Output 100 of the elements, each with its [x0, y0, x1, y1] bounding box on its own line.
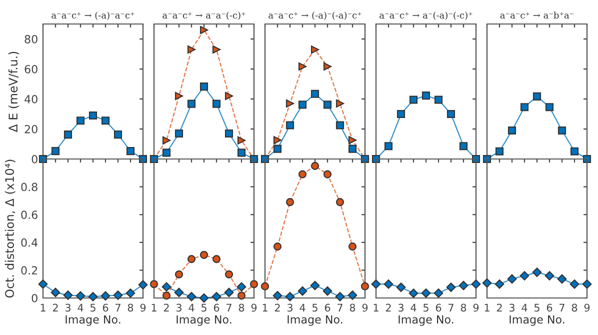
- point: [582, 279, 592, 289]
- point: [336, 121, 344, 130]
- point: [434, 96, 443, 104]
- chart-title: a⁻a⁻c⁺ → (-a)⁻a⁻c⁺: [52, 12, 134, 20]
- point: [88, 292, 98, 302]
- point: [396, 110, 406, 118]
- x-tick-label: 9: [251, 304, 257, 312]
- point: [224, 92, 234, 100]
- x-tick-label: 4: [188, 304, 194, 312]
- point: [162, 136, 171, 144]
- point: [336, 99, 344, 108]
- point: [458, 280, 468, 290]
- x-tick-label: 4: [78, 304, 84, 312]
- x-tick-label: 3: [65, 304, 70, 312]
- point: [335, 292, 345, 302]
- point: [187, 100, 196, 108]
- x-tick-label: 4: [410, 304, 416, 312]
- point: [114, 130, 122, 139]
- y-tick-label: 40: [24, 94, 38, 104]
- x-tick-label: 8: [128, 304, 134, 312]
- point: [212, 292, 222, 302]
- y-tick-label: 0.2: [21, 266, 38, 275]
- point: [150, 280, 158, 288]
- point: [101, 116, 110, 125]
- x-tick-label: 6: [102, 304, 108, 312]
- point: [557, 274, 567, 284]
- y-tick-label: 20: [24, 124, 38, 134]
- point: [482, 154, 492, 164]
- x-tick-label: 7: [448, 304, 454, 312]
- x-tick-label: 7: [226, 304, 232, 312]
- y-axis-title: Δ E (meV/f.u.): [8, 52, 19, 132]
- x-tick-label: 9: [140, 304, 146, 312]
- x-tick-label: 9: [473, 304, 479, 312]
- x-tick-label: 6: [324, 304, 330, 312]
- chart-title: a⁻a⁻c⁺ → a⁻a⁻(-c)⁺: [162, 12, 246, 20]
- point: [250, 280, 258, 288]
- x-tick-label: 5: [423, 304, 428, 312]
- point: [348, 242, 357, 251]
- point: [558, 126, 566, 135]
- x-tick-label: 8: [238, 304, 244, 312]
- point: [544, 271, 554, 280]
- point: [323, 170, 332, 178]
- point: [570, 279, 580, 289]
- point: [408, 288, 418, 298]
- y-tick-label: 60: [24, 64, 38, 74]
- point: [113, 290, 123, 300]
- x-tick-label: 7: [338, 304, 342, 312]
- point: [286, 198, 294, 206]
- point: [273, 242, 282, 251]
- point: [50, 288, 60, 298]
- y-axis-title: Oct. distortion, Δ (x10⁴): [4, 160, 16, 298]
- point: [237, 148, 246, 157]
- point: [372, 154, 380, 164]
- point: [298, 100, 307, 109]
- point: [51, 147, 60, 156]
- x-tick-label: 6: [546, 304, 552, 312]
- x-tick-label: 5: [312, 304, 318, 312]
- point: [310, 162, 320, 170]
- point: [348, 136, 357, 144]
- point: [508, 126, 516, 135]
- chart-title: a⁻a⁻c⁺ → (-a)⁻(-a)⁻c⁺: [268, 12, 362, 20]
- chart-title: a⁻a⁻c⁺ → a⁻b⁺a⁻: [500, 12, 574, 19]
- point: [38, 154, 48, 164]
- point: [459, 142, 468, 150]
- point: [471, 279, 481, 289]
- point: [348, 144, 357, 153]
- point: [186, 292, 196, 302]
- x-tick-label: 2: [386, 304, 391, 312]
- y-tick-label: 0: [32, 294, 38, 302]
- point: [520, 103, 529, 112]
- x-tick-label: 1: [152, 304, 156, 312]
- x-tick-label: 8: [572, 304, 578, 312]
- x-tick-label: 3: [176, 304, 182, 312]
- x-tick-label: 2: [274, 304, 280, 312]
- point: [88, 111, 98, 120]
- x-tick-label: 2: [164, 304, 169, 312]
- point: [237, 292, 246, 300]
- point: [298, 170, 307, 178]
- point: [409, 96, 418, 104]
- point: [162, 148, 171, 157]
- x-axis-title: Image No.: [176, 315, 232, 326]
- x-tick-label: 8: [350, 304, 356, 312]
- point: [64, 130, 72, 139]
- x-tick-label: 7: [560, 304, 564, 312]
- x-tick-label: 9: [362, 304, 368, 312]
- point: [273, 144, 282, 153]
- point: [162, 282, 172, 292]
- point: [570, 147, 579, 156]
- point: [174, 270, 184, 278]
- point: [138, 154, 148, 164]
- point: [446, 110, 456, 118]
- x-tick-label: 6: [436, 304, 442, 312]
- x-tick-label: 9: [584, 304, 590, 312]
- point: [162, 292, 171, 300]
- x-tick-label: 8: [460, 304, 466, 312]
- point: [371, 279, 381, 289]
- x-axis-title: Image No.: [288, 315, 342, 326]
- x-tick-label: 5: [90, 304, 96, 312]
- point: [298, 286, 308, 296]
- point: [322, 286, 332, 296]
